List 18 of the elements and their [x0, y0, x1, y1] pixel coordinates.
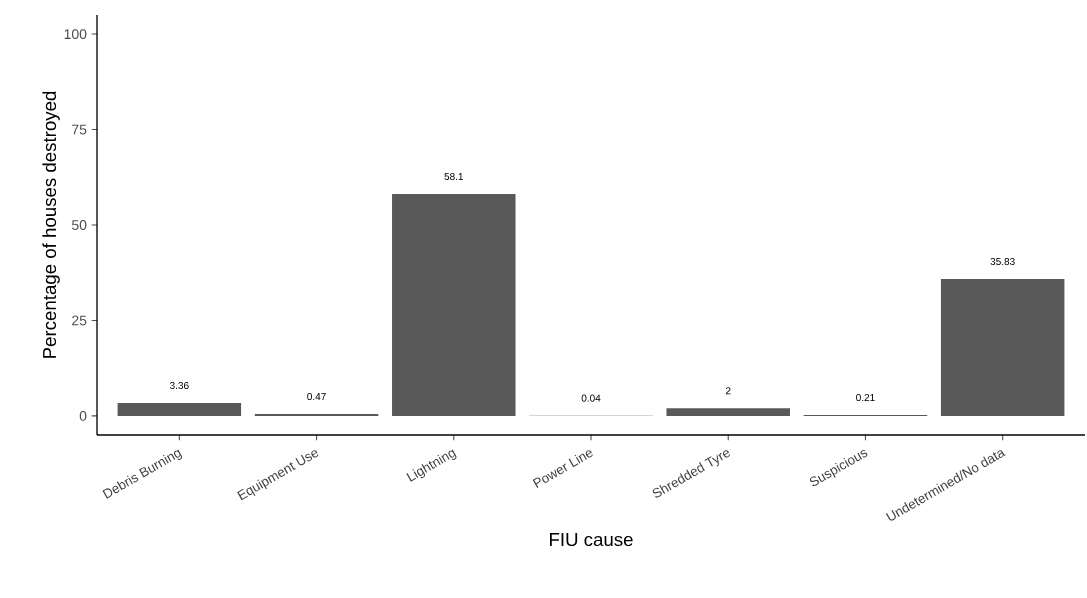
data-label: 0.47: [307, 392, 326, 401]
data-label: 35.83: [990, 257, 1015, 266]
data-label: 0.21: [856, 393, 875, 402]
bar: [117, 403, 242, 416]
y-axis-title: Percentage of houses destroyed: [42, 91, 60, 358]
y-tick-label: 75: [72, 124, 87, 135]
data-label: 58.1: [444, 172, 464, 181]
data-label: 0.04: [581, 394, 601, 402]
data-label: 2: [725, 387, 731, 395]
y-tick-label: 25: [72, 315, 87, 326]
y-tick-label: 50: [71, 220, 87, 230]
bar: [940, 279, 1065, 416]
data-label: 3.36: [169, 381, 189, 390]
y-tick-label: 100: [64, 29, 87, 40]
y-tick-label: 0: [79, 410, 87, 421]
bar: [392, 194, 516, 416]
x-axis-title: FIU cause: [550, 533, 633, 547]
bar: [666, 408, 790, 416]
